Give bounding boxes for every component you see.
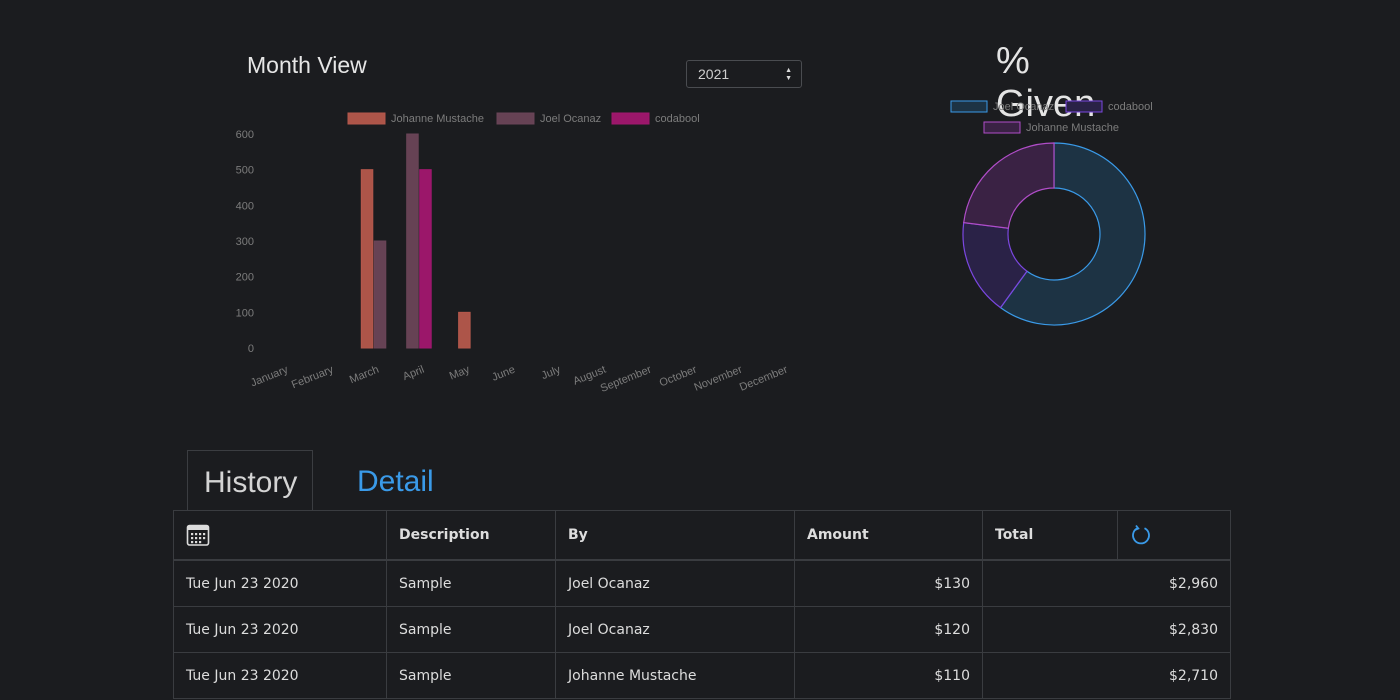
total-cell: $2,830 bbox=[982, 606, 1231, 653]
tab-history[interactable]: History bbox=[187, 450, 313, 510]
date-column-header[interactable] bbox=[173, 510, 387, 561]
total-column-header[interactable]: Total bbox=[982, 510, 1118, 561]
y-tick-label: 500 bbox=[236, 165, 254, 177]
by-cell: Joel Ocanaz bbox=[555, 606, 795, 653]
description-column-header[interactable]: Description bbox=[386, 510, 556, 561]
legend-swatch[interactable] bbox=[496, 112, 535, 125]
amount-cell: $130 bbox=[794, 559, 983, 607]
y-tick-label: 0 bbox=[248, 343, 254, 355]
table-header-row: Description By Amount Total bbox=[173, 510, 1231, 561]
bar-joel-ocanaz-march[interactable] bbox=[373, 240, 387, 349]
y-tick-label: 100 bbox=[236, 307, 254, 319]
bar-johanne-mustache-march[interactable] bbox=[360, 169, 374, 349]
legend-label[interactable]: Joel Ocanaz bbox=[540, 113, 601, 125]
y-tick-label: 600 bbox=[236, 129, 254, 141]
legend-swatch[interactable] bbox=[950, 100, 988, 113]
date-cell: Tue Jun 23 2020 bbox=[173, 559, 387, 607]
amount-cell: $120 bbox=[794, 606, 983, 653]
legend-swatch[interactable] bbox=[1065, 100, 1103, 113]
slice-johanne-mustache[interactable] bbox=[963, 142, 1055, 229]
legend-swatch[interactable] bbox=[983, 121, 1021, 134]
refresh-column-header bbox=[1117, 510, 1231, 561]
legend-swatch[interactable] bbox=[347, 112, 386, 125]
legend-label[interactable]: codabool bbox=[655, 113, 700, 125]
bar-codabool-april[interactable] bbox=[419, 169, 432, 349]
month-view-title: Month View bbox=[247, 52, 367, 78]
legend-label[interactable]: codabool bbox=[1108, 101, 1153, 113]
by-cell: Joel Ocanaz bbox=[555, 559, 795, 607]
description-cell: Sample bbox=[386, 559, 556, 607]
description-cell: Sample bbox=[386, 652, 556, 699]
legend-label[interactable]: Johanne Mustache bbox=[391, 113, 484, 125]
legend-swatch[interactable] bbox=[611, 112, 650, 125]
calendar-icon[interactable] bbox=[186, 523, 210, 547]
y-tick-label: 400 bbox=[236, 200, 254, 212]
amount-cell: $110 bbox=[794, 652, 983, 699]
year-select[interactable]: 2021 ▲ ▼ bbox=[686, 60, 802, 88]
table-row[interactable]: Tue Jun 23 2020 Sample Johanne Mustache … bbox=[173, 652, 1231, 699]
y-tick-label: 200 bbox=[236, 272, 254, 284]
select-caret-icon: ▲ ▼ bbox=[785, 67, 792, 82]
tab-detail[interactable]: Detail bbox=[357, 465, 434, 498]
legend-label[interactable]: Joel Ocanaz bbox=[993, 101, 1054, 113]
amount-column-header[interactable]: Amount bbox=[794, 510, 983, 561]
total-cell: $2,710 bbox=[982, 652, 1231, 699]
total-cell: $2,960 bbox=[982, 559, 1231, 607]
by-column-header[interactable]: By bbox=[555, 510, 795, 561]
table-row[interactable]: Tue Jun 23 2020 Sample Joel Ocanaz $130 … bbox=[173, 559, 1231, 607]
date-cell: Tue Jun 23 2020 bbox=[173, 652, 387, 699]
slice-joel-ocanaz[interactable] bbox=[999, 142, 1146, 326]
table-row[interactable]: Tue Jun 23 2020 Sample Joel Ocanaz $120 … bbox=[173, 606, 1231, 653]
date-cell: Tue Jun 23 2020 bbox=[173, 606, 387, 653]
bar-johanne-mustache-may[interactable] bbox=[458, 311, 471, 349]
year-select-value: 2021 bbox=[698, 66, 730, 82]
by-cell: Johanne Mustache bbox=[555, 652, 795, 699]
refresh-icon[interactable] bbox=[1130, 524, 1152, 546]
description-cell: Sample bbox=[386, 606, 556, 653]
bar-joel-ocanaz-april[interactable] bbox=[406, 133, 419, 349]
legend-label[interactable]: Johanne Mustache bbox=[1026, 122, 1119, 134]
y-tick-label: 300 bbox=[236, 236, 254, 248]
history-table: Description By Amount Total Tue Jun 23 2… bbox=[173, 510, 1231, 699]
